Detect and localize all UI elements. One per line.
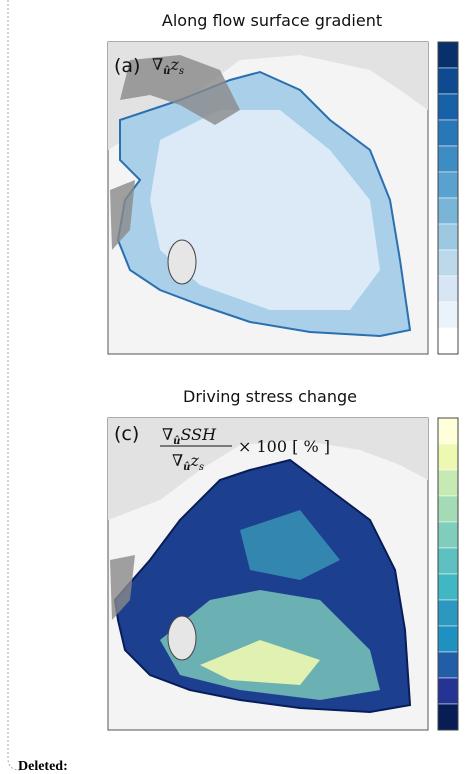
balloon-label: Deleted: — [18, 759, 68, 774]
colorbar-step — [437, 443, 459, 471]
colorbar-frame — [437, 41, 459, 355]
colorbar-step — [437, 625, 459, 653]
colorbar-step — [437, 327, 459, 355]
colorbar-step — [437, 417, 459, 445]
colorbar-step — [437, 41, 459, 69]
colorbar-step — [437, 651, 459, 679]
colorbar-step — [437, 249, 459, 277]
colorbar-step — [437, 599, 459, 627]
panel-label: (a) — [114, 55, 140, 77]
numerator: ∇ûSSH — [162, 425, 217, 447]
colorbar-step — [437, 573, 459, 601]
colorbar — [437, 41, 459, 355]
colorbar-step — [437, 521, 459, 549]
panel-title: Driving stress change — [183, 387, 357, 406]
map: (c) ∇ûSSH ∇ûzs × 100 [ % ] — [107, 417, 429, 731]
colorbar-step — [437, 547, 459, 575]
colorbar-step — [437, 677, 459, 705]
colorbar-step — [437, 223, 459, 251]
colorbar-step — [437, 275, 459, 303]
colorbar-step — [437, 495, 459, 523]
colorbar-step — [437, 197, 459, 225]
colorbar-step — [437, 171, 459, 199]
colorbar-step — [437, 469, 459, 497]
colorbar-step — [437, 703, 459, 731]
denominator: ∇ûzs — [172, 451, 204, 473]
math: ∇ûSSH ∇ûzs × 100 [ % ] — [160, 425, 330, 473]
colorbar-step — [437, 93, 459, 121]
colorbar-step — [437, 301, 459, 329]
balloon-border — [7, 0, 21, 771]
colorbar-frame — [437, 417, 459, 731]
colorbar-step — [437, 67, 459, 95]
colorbar — [437, 417, 459, 731]
map: (a) ∇ûzs — [107, 41, 429, 355]
panel-label: (c) — [114, 423, 139, 445]
math: ∇ûzs — [152, 55, 184, 77]
math-suffix: × 100 [ % ] — [238, 437, 330, 456]
colorbar-step — [437, 119, 459, 147]
colorbar-step — [437, 145, 459, 173]
panel-title: Along flow surface gradient — [162, 11, 382, 30]
